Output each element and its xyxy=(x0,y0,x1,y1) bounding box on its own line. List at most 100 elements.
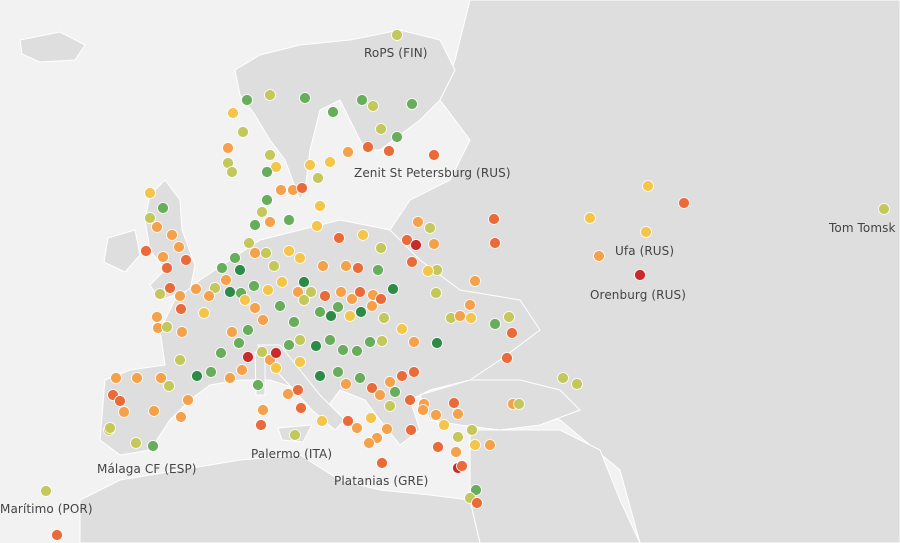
club-marker[interactable] xyxy=(344,310,356,322)
club-marker[interactable] xyxy=(372,264,384,276)
club-marker[interactable] xyxy=(571,378,583,390)
club-marker[interactable] xyxy=(332,366,344,378)
club-marker[interactable] xyxy=(484,439,496,451)
club-marker[interactable] xyxy=(342,415,354,427)
club-marker[interactable] xyxy=(375,293,387,305)
club-marker[interactable] xyxy=(155,372,167,384)
club-marker[interactable] xyxy=(383,145,395,157)
club-marker[interactable] xyxy=(224,286,236,298)
club-marker[interactable] xyxy=(295,402,307,414)
club-marker[interactable] xyxy=(503,311,515,323)
club-marker[interactable] xyxy=(406,98,418,110)
club-marker[interactable] xyxy=(375,123,387,135)
club-marker[interactable] xyxy=(144,187,156,199)
club-marker[interactable] xyxy=(324,156,336,168)
club-marker[interactable] xyxy=(335,286,347,298)
club-marker[interactable] xyxy=(878,203,890,215)
club-marker[interactable] xyxy=(396,370,408,382)
club-marker[interactable] xyxy=(412,216,424,228)
club-marker[interactable] xyxy=(289,429,301,441)
club-marker[interactable] xyxy=(408,336,420,348)
club-marker[interactable] xyxy=(325,310,337,322)
club-marker[interactable] xyxy=(255,419,267,431)
club-marker[interactable] xyxy=(40,485,52,497)
club-marker[interactable] xyxy=(151,311,163,323)
club-marker[interactable] xyxy=(110,372,122,384)
club-marker[interactable] xyxy=(375,242,387,254)
club-marker[interactable] xyxy=(314,370,326,382)
club-marker[interactable] xyxy=(319,290,331,302)
club-marker[interactable] xyxy=(506,327,518,339)
club-marker[interactable] xyxy=(469,439,481,451)
club-marker[interactable] xyxy=(239,294,251,306)
club-marker[interactable] xyxy=(314,306,326,318)
club-marker[interactable] xyxy=(304,159,316,171)
club-marker[interactable] xyxy=(355,306,367,318)
club-marker[interactable] xyxy=(316,415,328,427)
club-marker[interactable] xyxy=(337,344,349,356)
club-marker[interactable] xyxy=(357,229,369,241)
club-marker[interactable] xyxy=(430,409,442,421)
club-marker[interactable] xyxy=(215,347,227,359)
club-marker[interactable] xyxy=(384,400,396,412)
club-marker[interactable] xyxy=(324,334,336,346)
club-marker[interactable] xyxy=(234,264,246,276)
club-marker[interactable] xyxy=(226,166,238,178)
club-marker[interactable] xyxy=(298,294,310,306)
club-marker[interactable] xyxy=(406,256,418,268)
club-marker[interactable] xyxy=(288,316,300,328)
club-marker[interactable] xyxy=(260,247,272,259)
club-marker[interactable] xyxy=(249,302,261,314)
club-marker[interactable] xyxy=(147,440,159,452)
club-marker[interactable] xyxy=(342,146,354,158)
club-marker[interactable] xyxy=(366,382,378,394)
club-marker[interactable] xyxy=(469,275,481,287)
club-marker[interactable] xyxy=(191,370,203,382)
club-marker[interactable] xyxy=(365,412,377,424)
club-marker[interactable] xyxy=(224,372,236,384)
club-marker[interactable] xyxy=(283,245,295,257)
club-marker[interactable] xyxy=(346,293,358,305)
club-marker[interactable] xyxy=(264,216,276,228)
club-marker[interactable] xyxy=(270,161,282,173)
club-marker[interactable] xyxy=(294,356,306,368)
club-marker[interactable] xyxy=(236,364,248,376)
club-marker[interactable] xyxy=(157,202,169,214)
club-marker[interactable] xyxy=(310,340,322,352)
club-marker[interactable] xyxy=(501,352,513,364)
club-marker[interactable] xyxy=(249,219,261,231)
club-marker[interactable] xyxy=(175,303,187,315)
club-marker[interactable] xyxy=(131,372,143,384)
club-marker[interactable] xyxy=(362,141,374,153)
club-marker[interactable] xyxy=(264,89,276,101)
club-marker[interactable] xyxy=(314,200,326,212)
club-marker[interactable] xyxy=(283,339,295,351)
club-marker[interactable] xyxy=(161,262,173,274)
club-marker[interactable] xyxy=(241,94,253,106)
club-marker[interactable] xyxy=(222,142,234,154)
club-marker[interactable] xyxy=(262,284,274,296)
club-marker[interactable] xyxy=(190,283,202,295)
club-marker[interactable] xyxy=(471,497,483,509)
club-marker[interactable] xyxy=(256,206,268,218)
club-marker[interactable] xyxy=(391,131,403,143)
club-marker[interactable] xyxy=(144,212,156,224)
club-marker[interactable] xyxy=(164,282,176,294)
club-marker[interactable] xyxy=(384,376,396,388)
club-marker[interactable] xyxy=(363,437,375,449)
club-marker[interactable] xyxy=(176,326,188,338)
club-marker[interactable] xyxy=(229,252,241,264)
club-marker[interactable] xyxy=(104,422,116,434)
club-marker[interactable] xyxy=(174,290,186,302)
club-marker[interactable] xyxy=(364,336,376,348)
club-marker[interactable] xyxy=(452,431,464,443)
club-marker[interactable] xyxy=(448,397,460,409)
club-marker[interactable] xyxy=(311,220,323,232)
club-marker[interactable] xyxy=(252,379,264,391)
club-marker[interactable] xyxy=(431,337,443,349)
club-marker[interactable] xyxy=(376,335,388,347)
club-marker[interactable] xyxy=(130,437,142,449)
club-marker[interactable] xyxy=(292,286,304,298)
club-marker[interactable] xyxy=(405,424,417,436)
